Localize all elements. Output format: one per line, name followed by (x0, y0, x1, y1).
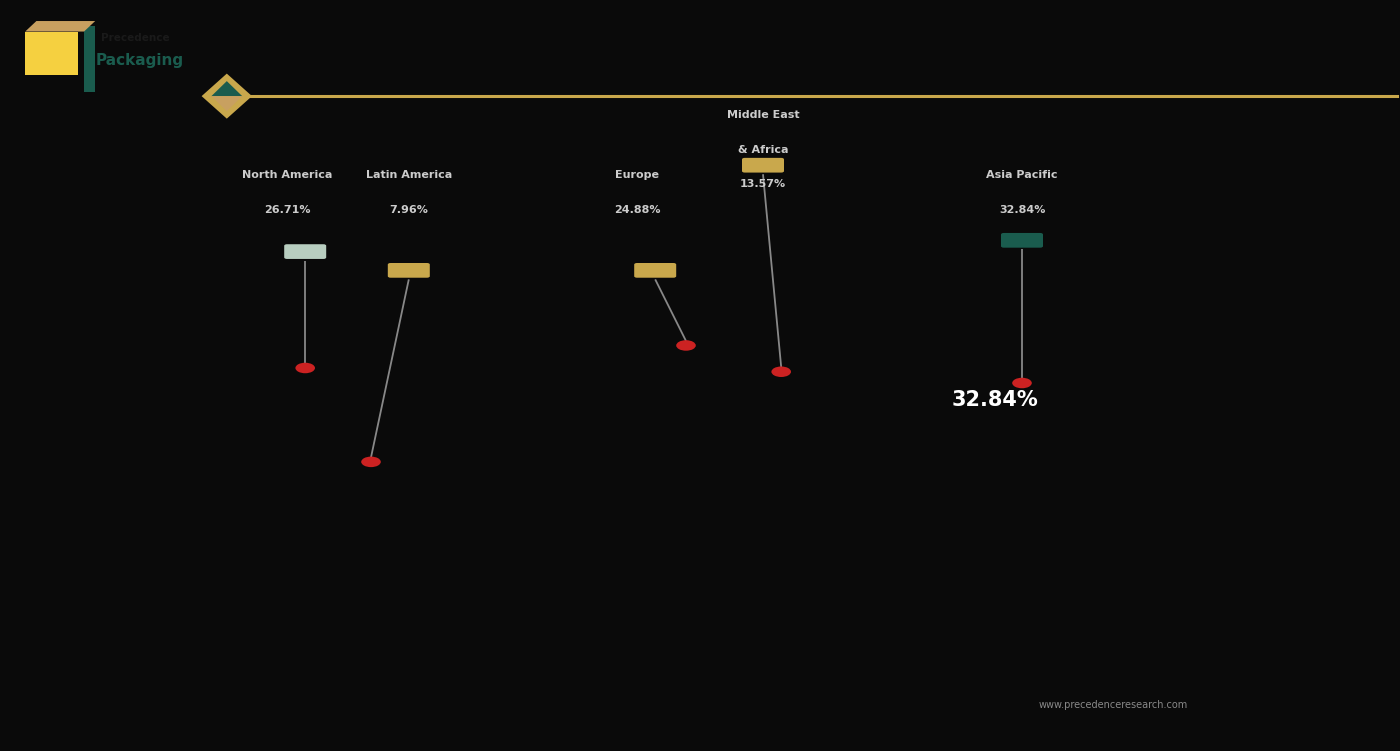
Polygon shape (202, 74, 252, 119)
Text: Latin America: Latin America (365, 170, 452, 180)
Text: 32.84%: 32.84% (998, 205, 1046, 215)
FancyBboxPatch shape (742, 158, 784, 173)
Polygon shape (211, 81, 242, 96)
Text: Middle East: Middle East (727, 110, 799, 120)
Circle shape (361, 457, 381, 467)
Circle shape (676, 340, 696, 351)
Polygon shape (25, 21, 95, 32)
Polygon shape (211, 96, 242, 111)
Circle shape (295, 363, 315, 373)
Text: Europe: Europe (615, 170, 659, 180)
Bar (25, 32, 78, 75)
Circle shape (1012, 378, 1032, 388)
Text: Precedence: Precedence (101, 33, 169, 43)
Text: 7.96%: 7.96% (389, 205, 428, 215)
Text: 26.71%: 26.71% (263, 205, 311, 215)
FancyBboxPatch shape (1001, 233, 1043, 248)
Text: Asia Pacific: Asia Pacific (986, 170, 1058, 180)
FancyBboxPatch shape (634, 263, 676, 278)
Circle shape (771, 366, 791, 377)
Bar (84, 26, 95, 92)
FancyBboxPatch shape (388, 263, 430, 278)
Text: & Africa: & Africa (738, 145, 788, 155)
Text: 24.88%: 24.88% (613, 205, 661, 215)
Text: Packaging: Packaging (95, 53, 183, 68)
Text: North America: North America (242, 170, 332, 180)
Text: 32.84%: 32.84% (952, 390, 1039, 409)
Text: www.precedenceresearch.com: www.precedenceresearch.com (1039, 700, 1187, 710)
Text: 13.57%: 13.57% (741, 179, 785, 189)
FancyBboxPatch shape (284, 244, 326, 259)
